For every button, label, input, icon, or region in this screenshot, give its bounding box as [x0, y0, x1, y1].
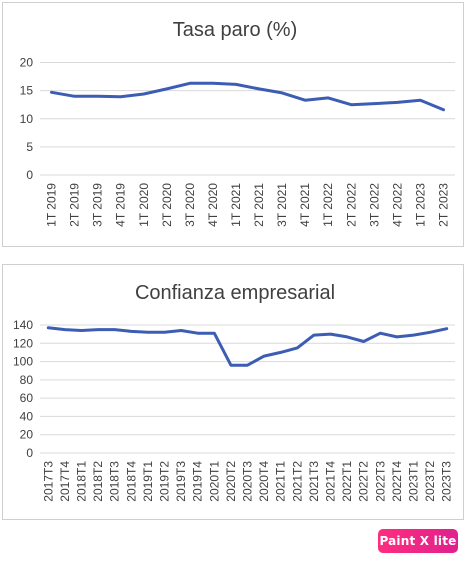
x-tick-label: 2021T1: [274, 461, 288, 502]
y-tick-label: 0: [26, 446, 33, 460]
x-tick-label: 3T 2020: [183, 183, 197, 227]
x-tick-label: 1T 2021: [229, 183, 243, 227]
x-tick-label: 3T 2021: [275, 183, 289, 227]
series-line: [50, 81, 445, 112]
x-tick-label: 4T 2022: [390, 183, 404, 227]
y-tick-label: 20: [20, 428, 34, 442]
x-tick-label: 2020T1: [207, 461, 221, 502]
x-tick-label: 2017T4: [58, 461, 72, 502]
y-tick-label: 140: [13, 318, 33, 332]
x-tick-label: 1T 2020: [137, 183, 151, 227]
y-tick-label: 100: [13, 355, 33, 369]
x-tick-label: 2021T2: [290, 461, 304, 502]
y-tick-label: 5: [26, 140, 33, 154]
x-tick-label: 2023T3: [440, 461, 454, 502]
x-tick-label: 2022T4: [390, 461, 404, 502]
x-tick-label: 2018T1: [75, 461, 89, 502]
x-tick-label: 2019T4: [191, 461, 205, 502]
y-tick-label: 120: [13, 336, 33, 350]
y-tick-label: 40: [20, 409, 34, 423]
x-tick-label: 2T 2021: [252, 183, 266, 227]
x-tick-label: 2T 2022: [344, 183, 358, 227]
y-tick-label: 80: [20, 373, 34, 387]
x-tick-label: 3T 2019: [91, 183, 105, 227]
x-tick-label: 2023T1: [407, 461, 421, 502]
business-confidence-line-chart: Confianza empresarial 0 20 40 60 80 100 120 140 2…: [13, 282, 455, 502]
x-tick-label: 2019T3: [174, 461, 188, 502]
unemployment-line-chart: Tasa paro (%) 0 5 10 15 20 1T 2019 2T 2019 3T 20…: [20, 19, 455, 227]
y-tick-label: 0: [26, 168, 33, 182]
watermark-text: Paint X lite: [379, 534, 457, 548]
x-tick-label: 2021T3: [307, 461, 321, 502]
x-tick-label: 2018T2: [91, 461, 105, 502]
x-tick-label: 2018T3: [108, 461, 122, 502]
x-tick-label: 2022T2: [357, 461, 371, 502]
x-tick-label: 2017T3: [41, 461, 55, 502]
x-tick-label: 2T 2020: [160, 183, 174, 227]
x-tick-label: 4T 2021: [298, 183, 312, 227]
x-tick-label: 2020T3: [241, 461, 255, 502]
series-line: [46, 326, 449, 367]
x-tick-label: 2022T1: [340, 461, 354, 502]
x-tick-label: 4T 2019: [114, 183, 128, 227]
x-tick-label: 2020T4: [257, 461, 271, 502]
x-tick-label: 2018T4: [124, 461, 138, 502]
paint-x-lite-watermark: Paint X lite: [378, 529, 458, 553]
x-tick-label: 1T 2023: [413, 183, 427, 227]
business-confidence-chart-panel: Confianza empresarial 0 20 40 60 80 100 120 140 2…: [2, 264, 464, 520]
x-tick-label: 1T 2019: [45, 183, 59, 227]
x-tick-label: 2023T2: [423, 461, 437, 502]
y-tick-label: 15: [20, 84, 34, 98]
x-tick-label: 2T 2023: [436, 183, 450, 227]
x-tick-label: 2019T1: [141, 461, 155, 502]
y-tick-label: 60: [20, 391, 34, 405]
x-tick-label: 2019T2: [158, 461, 172, 502]
chart-title: Confianza empresarial: [135, 282, 335, 304]
x-tick-label: 3T 2022: [367, 183, 381, 227]
unemployment-chart-panel: Tasa paro (%) 0 5 10 15 20 1T 2019 2T 2019 3T 20…: [2, 2, 464, 247]
x-tick-label: 2020T2: [224, 461, 238, 502]
chart-title: Tasa paro (%): [173, 19, 298, 41]
x-tick-label: 2021T4: [324, 461, 338, 502]
x-tick-label: 2022T3: [373, 461, 387, 502]
y-tick-label: 20: [20, 56, 34, 70]
x-tick-label: 4T 2020: [206, 183, 220, 227]
y-tick-label: 10: [20, 112, 34, 126]
x-tick-label: 1T 2022: [321, 183, 335, 227]
x-tick-label: 2T 2019: [68, 183, 82, 227]
